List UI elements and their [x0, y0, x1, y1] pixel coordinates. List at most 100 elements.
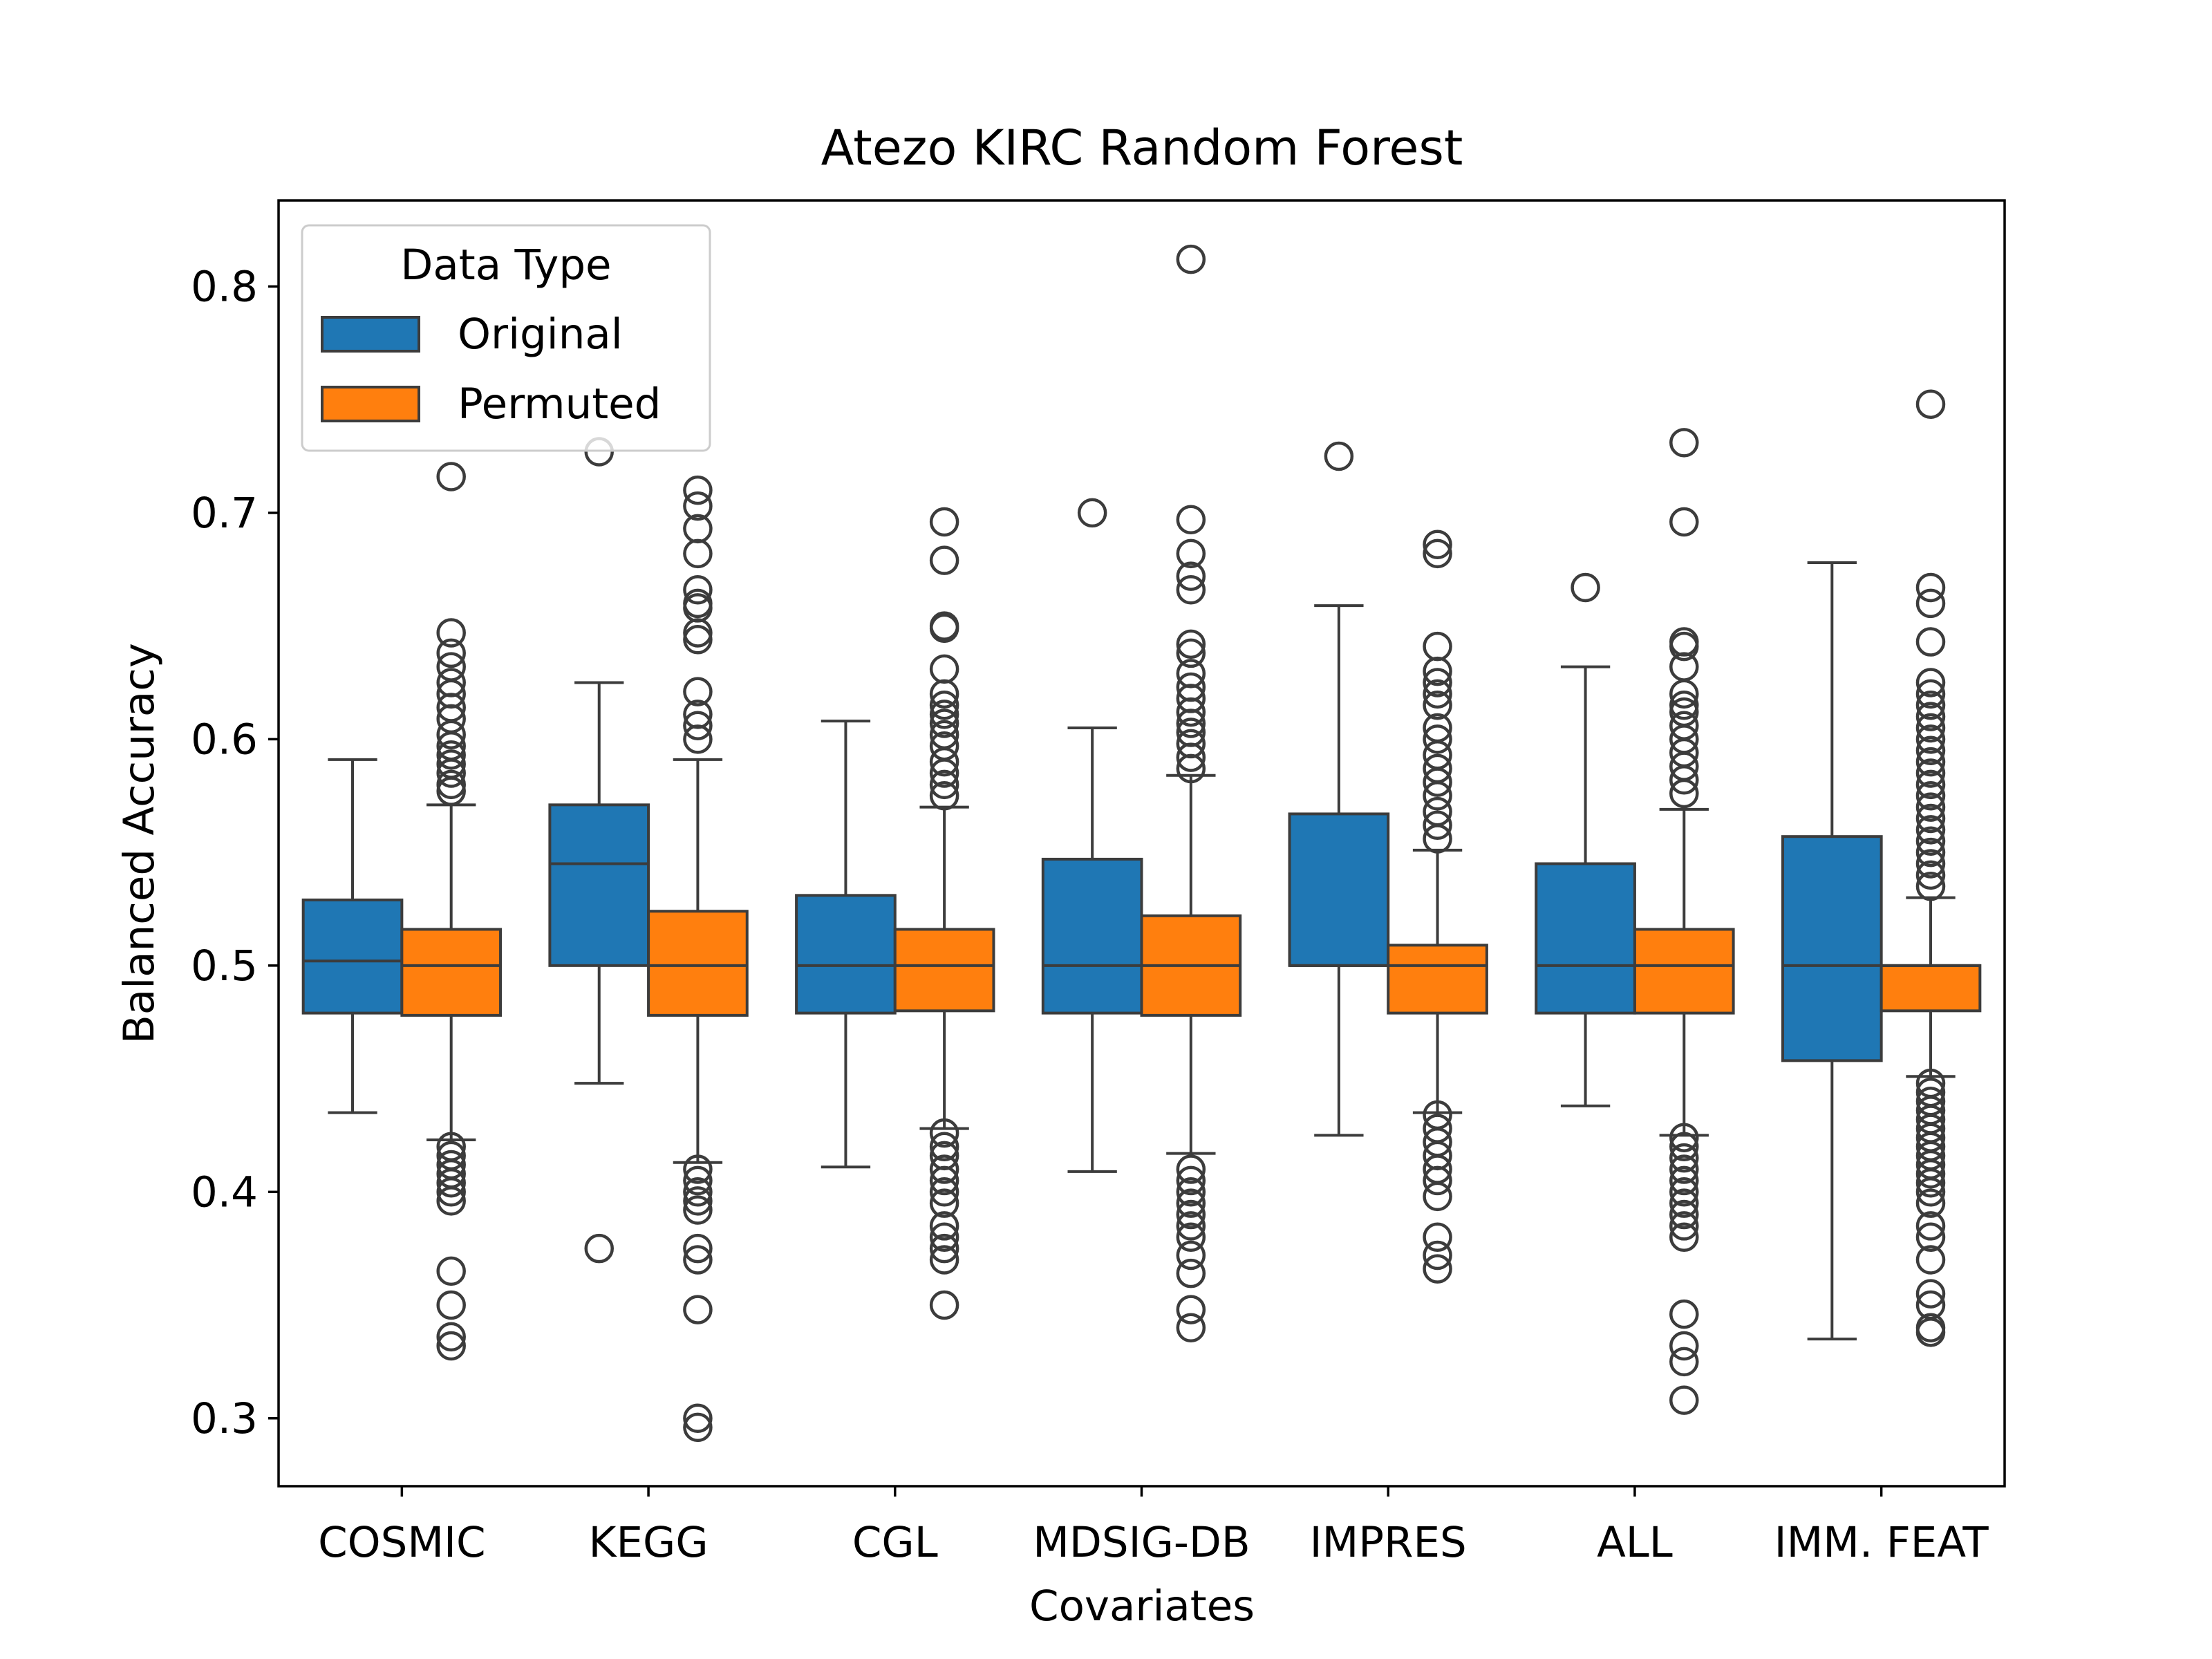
outlier-point — [1669, 1199, 1699, 1230]
outlier-point — [1915, 1279, 1946, 1309]
outlier-point — [1423, 780, 1452, 811]
outlier-point — [1423, 529, 1452, 559]
outlier-point — [1176, 505, 1206, 534]
y-axis: 0.3 0.4 0.5 0.6 0.7 0.8 — [191, 262, 279, 1443]
outlier-point — [929, 1222, 959, 1253]
outlier-point — [1915, 679, 1946, 709]
outlier-point — [1176, 1177, 1206, 1207]
outlier-point — [1915, 792, 1946, 822]
outlier-point — [1669, 1165, 1699, 1196]
outlier-point — [1915, 826, 1946, 856]
box-group-permuted-4 — [1387, 529, 1488, 1284]
x-tick-label: CGL — [852, 1518, 938, 1567]
box-iqr — [893, 928, 995, 1013]
outlier-point — [1915, 1159, 1946, 1189]
outlier-point — [436, 638, 466, 668]
outlier-point — [683, 1233, 713, 1264]
x-tick-label: IMPRES — [1310, 1518, 1467, 1567]
outlier-point — [1176, 1211, 1206, 1241]
outlier-point — [1423, 538, 1452, 569]
outlier-point — [436, 1256, 466, 1286]
outlier-point — [683, 625, 713, 655]
legend-swatch-permuted — [321, 386, 420, 422]
outlier-point — [1423, 1240, 1452, 1271]
outlier-point — [929, 1118, 959, 1148]
box-group-original-0 — [301, 758, 404, 1114]
box-iqr — [647, 910, 749, 1017]
outlier-point — [929, 758, 959, 788]
y-tick-label: 0.4 — [191, 1168, 258, 1217]
outlier-point — [929, 780, 959, 811]
outlier-point — [1176, 629, 1206, 659]
outlier-point — [1176, 561, 1206, 591]
outlier-point — [1915, 1245, 1946, 1275]
y-axis-label: Balanced Accuracy — [115, 643, 164, 1044]
legend-swatch-original — [321, 316, 420, 353]
outlier-point — [584, 1233, 614, 1264]
box-iqr — [301, 898, 404, 1015]
outlier-point — [683, 1177, 713, 1207]
outlier-point — [1915, 588, 1946, 619]
box-iqr — [1781, 835, 1883, 1062]
outlier-point — [1915, 690, 1946, 720]
outlier-point — [1176, 697, 1206, 727]
outlier-point — [929, 1245, 959, 1275]
outlier-point — [1669, 507, 1699, 537]
outlier-point — [683, 491, 713, 521]
box-group-permuted-2 — [893, 507, 995, 1320]
outlier-point — [1915, 1318, 1946, 1347]
outlier-point — [436, 776, 466, 806]
outlier-point — [1423, 679, 1452, 709]
outlier-point — [1669, 1177, 1699, 1207]
box-group-original-1 — [548, 437, 650, 1264]
outlier-point — [1915, 860, 1946, 890]
outlier-point — [1915, 713, 1946, 743]
outlier-point — [1669, 1385, 1699, 1415]
outlier-point — [929, 1177, 959, 1207]
outlier-point — [1423, 1165, 1452, 1196]
outlier-point — [1176, 574, 1206, 605]
outlier-point — [1176, 1313, 1206, 1343]
outlier-point — [1176, 742, 1206, 772]
outlier-point — [1915, 780, 1946, 811]
outlier-point — [1176, 1154, 1206, 1184]
outlier-point — [1915, 1188, 1946, 1218]
legend: Data Type Original Permuted — [301, 224, 711, 452]
outlier-point — [929, 1233, 959, 1264]
outlier-point — [1915, 747, 1946, 777]
outlier-point — [1176, 753, 1206, 784]
outlier-point — [1669, 679, 1699, 709]
outlier-point — [436, 1186, 466, 1216]
outlier-point — [1669, 1132, 1699, 1162]
outlier-point — [1669, 631, 1699, 662]
outlier-point — [1669, 1143, 1699, 1173]
x-axis-label: Covariates — [1029, 1582, 1255, 1631]
outlier-point — [929, 769, 959, 800]
outlier-point — [1423, 668, 1452, 697]
outlier-point — [1915, 735, 1946, 765]
outlier-point — [683, 538, 713, 569]
outlier-point — [683, 677, 713, 706]
outlier-point — [1915, 1211, 1946, 1241]
outlier-point — [929, 1165, 959, 1196]
outlier-point — [1669, 1347, 1699, 1377]
outlier-point — [929, 1290, 959, 1320]
outlier-point — [436, 1290, 466, 1320]
outlier-point — [683, 1245, 713, 1275]
outlier-point — [1915, 627, 1946, 657]
outlier-point — [683, 1154, 713, 1184]
box-group-permuted-6 — [1880, 389, 1982, 1347]
box-group-permuted-3 — [1140, 244, 1242, 1343]
outlier-point — [1176, 538, 1206, 569]
outlier-point — [1176, 1188, 1206, 1218]
outlier-point — [1423, 1181, 1452, 1212]
outlier-point — [1669, 1154, 1699, 1184]
outlier-point — [436, 1168, 466, 1198]
outlier-point — [1915, 1168, 1946, 1198]
outlier-point — [436, 740, 466, 770]
outlier-point — [436, 758, 466, 788]
outlier-point — [929, 700, 959, 729]
outlier-point — [1423, 810, 1452, 841]
outlier-point — [1669, 1299, 1699, 1329]
